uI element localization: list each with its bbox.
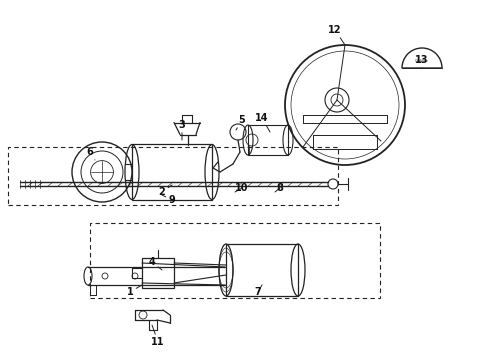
Text: 3: 3 bbox=[179, 120, 185, 140]
Text: 6: 6 bbox=[87, 147, 95, 160]
Text: 13: 13 bbox=[415, 55, 429, 68]
Bar bbox=[132, 144, 212, 199]
Bar bbox=[248, 125, 288, 155]
Text: 7: 7 bbox=[255, 285, 262, 297]
Text: 12: 12 bbox=[328, 25, 345, 45]
Text: 1: 1 bbox=[126, 285, 142, 297]
Bar bbox=[226, 244, 298, 296]
Text: 14: 14 bbox=[255, 113, 270, 132]
Text: 4: 4 bbox=[148, 257, 162, 270]
Bar bbox=[90, 223, 380, 298]
Bar bbox=[142, 258, 174, 288]
Bar bbox=[8, 147, 338, 205]
Text: 11: 11 bbox=[151, 325, 165, 347]
Text: 9: 9 bbox=[162, 195, 175, 205]
Text: 10: 10 bbox=[235, 183, 249, 193]
Text: 8: 8 bbox=[275, 183, 283, 193]
Text: Cadillac: Cadillac bbox=[415, 59, 429, 63]
Text: 5: 5 bbox=[236, 115, 245, 130]
Text: 2: 2 bbox=[159, 185, 172, 197]
